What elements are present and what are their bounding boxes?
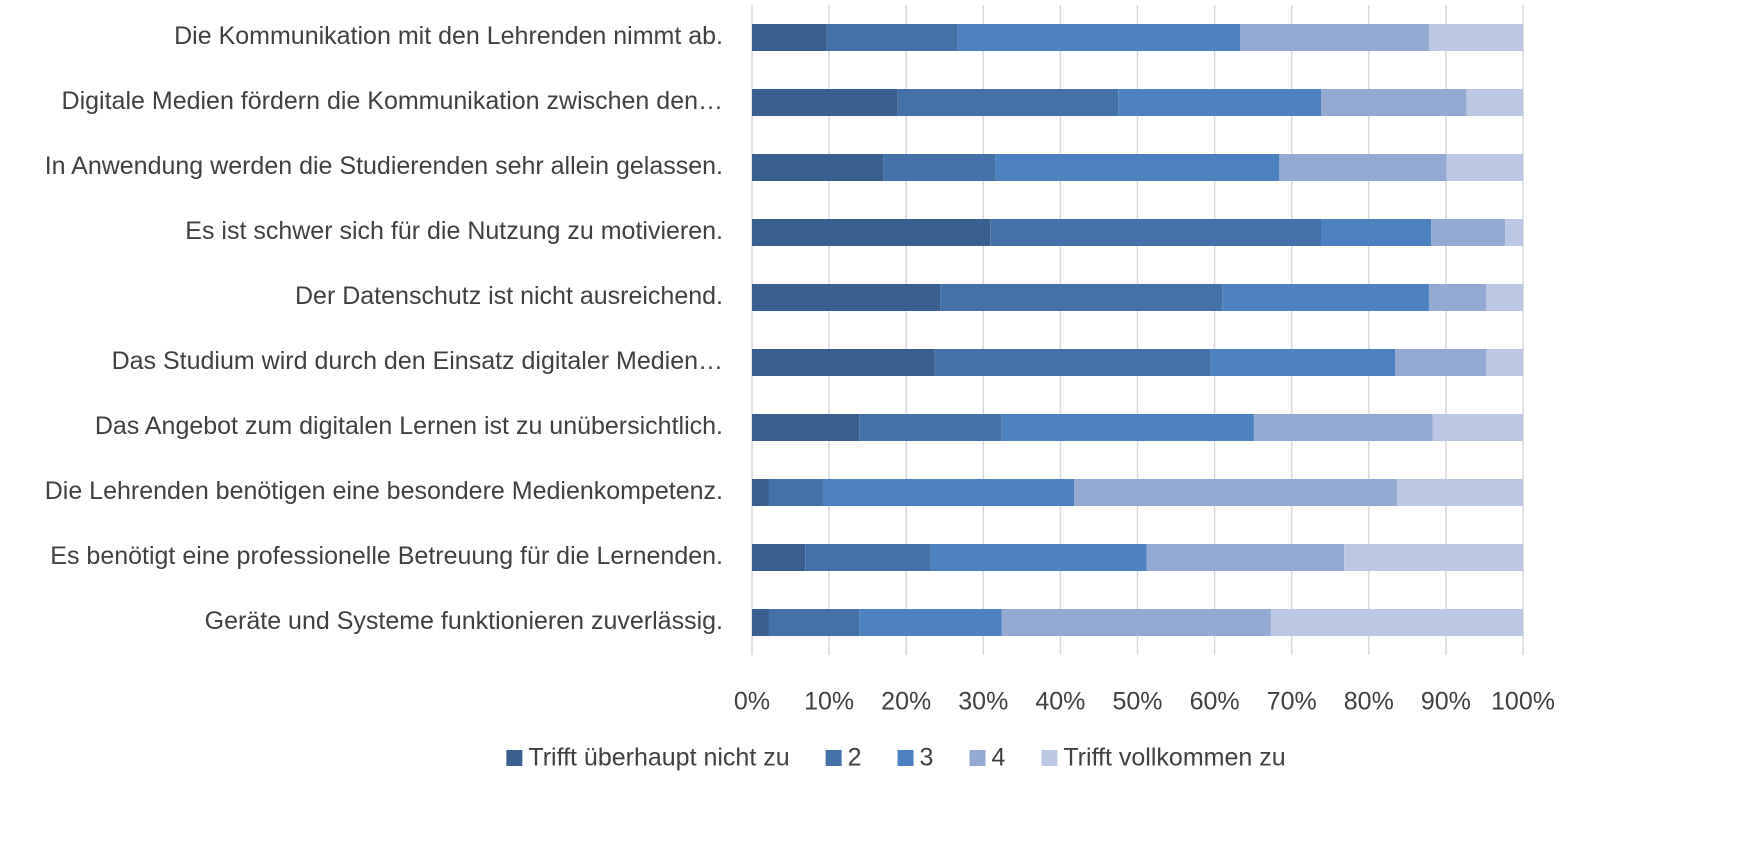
bar-segment bbox=[768, 609, 860, 636]
legend-swatch bbox=[506, 750, 523, 766]
bar-segment bbox=[1146, 544, 1345, 571]
bar-segment bbox=[1485, 284, 1523, 311]
legend-label: Trifft vollkommen zu bbox=[1063, 744, 1285, 772]
x-tick-label: 100% bbox=[1491, 688, 1555, 716]
y-tick-label: Das Angebot zum digitalen Lernen ist zu … bbox=[95, 412, 723, 440]
bar-segment bbox=[1320, 219, 1432, 246]
bar-segment bbox=[1446, 154, 1523, 181]
x-tick-label: 30% bbox=[958, 688, 1008, 716]
y-tick-label: Das Studium wird durch den Einsatz digit… bbox=[112, 347, 723, 375]
bar-segment bbox=[1001, 414, 1254, 441]
y-tick-label: Es ist schwer sich für die Nutzung zu mo… bbox=[185, 217, 723, 245]
bar-segment bbox=[990, 219, 1321, 246]
bar-segment bbox=[1253, 414, 1433, 441]
y-tick-label: Geräte und Systeme funktionieren zuverlä… bbox=[205, 607, 723, 635]
legend-swatch bbox=[1041, 750, 1058, 766]
legend-label: 2 bbox=[848, 744, 862, 772]
y-tick-label: Der Datenschutz ist nicht ausreichend. bbox=[295, 282, 723, 310]
x-tick-label: 40% bbox=[1035, 688, 1085, 716]
bar-segment bbox=[1344, 544, 1523, 571]
x-tick-label: 20% bbox=[881, 688, 931, 716]
bar-segment bbox=[752, 414, 860, 441]
x-tick-label: 80% bbox=[1344, 688, 1394, 716]
bar-segment bbox=[752, 544, 806, 571]
bar-segment bbox=[752, 479, 769, 506]
bar-segment bbox=[883, 154, 996, 181]
y-tick-label: Die Lehrenden benötigen eine besondere M… bbox=[45, 477, 723, 505]
bar-segment bbox=[1505, 219, 1523, 246]
bar-segment bbox=[752, 154, 884, 181]
bar-segment bbox=[1431, 219, 1506, 246]
bar-segment bbox=[934, 349, 1211, 376]
bar-segment bbox=[1240, 24, 1429, 51]
bar-segment bbox=[1428, 24, 1523, 51]
bar-segment bbox=[940, 284, 1223, 311]
bar-segment bbox=[1466, 89, 1523, 116]
bar-segment bbox=[1485, 349, 1523, 376]
bar-segment bbox=[752, 349, 935, 376]
legend-label: 4 bbox=[991, 744, 1005, 772]
x-tick-label: 90% bbox=[1421, 688, 1471, 716]
bar-segment bbox=[752, 284, 941, 311]
y-tick-label: Es benötigt eine professionelle Betreuun… bbox=[50, 542, 723, 570]
bar-segment bbox=[1074, 479, 1398, 506]
bar-segment bbox=[752, 89, 898, 116]
legend-label: Trifft überhaupt nicht zu bbox=[528, 744, 789, 772]
bar-segment bbox=[1397, 479, 1523, 506]
bar-segment bbox=[1222, 284, 1429, 311]
bar-segment bbox=[752, 219, 991, 246]
bar-segment bbox=[752, 609, 769, 636]
bar-segment bbox=[1118, 89, 1321, 116]
x-tick-label: 0% bbox=[734, 688, 770, 716]
x-tick-label: 60% bbox=[1190, 688, 1240, 716]
bar-segment bbox=[859, 414, 1002, 441]
bar-segment bbox=[1210, 349, 1396, 376]
bar-segment bbox=[1270, 609, 1523, 636]
bar-segment bbox=[1395, 349, 1486, 376]
bar-segment bbox=[930, 544, 1147, 571]
bar-segment bbox=[826, 24, 958, 51]
y-tick-label: In Anwendung werden die Studierenden seh… bbox=[45, 152, 723, 180]
y-tick-label: Die Kommunikation mit den Lehrenden nimm… bbox=[174, 22, 723, 50]
legend-label: 3 bbox=[920, 744, 934, 772]
bar-segment bbox=[822, 479, 1075, 506]
bar-segment bbox=[1320, 89, 1467, 116]
bar-segment bbox=[859, 609, 1002, 636]
legend-swatch bbox=[825, 750, 842, 766]
legend-swatch bbox=[897, 750, 914, 766]
y-tick-label: Digitale Medien fördern die Kommunikatio… bbox=[62, 87, 723, 115]
bar-segment bbox=[1279, 154, 1447, 181]
bar-segment bbox=[1432, 414, 1523, 441]
bar-segment bbox=[957, 24, 1241, 51]
legend-swatch bbox=[969, 750, 986, 766]
bar-segment bbox=[805, 544, 931, 571]
bar-segment bbox=[752, 24, 827, 51]
x-tick-label: 50% bbox=[1112, 688, 1162, 716]
bar-segment bbox=[897, 89, 1119, 116]
bar-segment bbox=[768, 479, 823, 506]
bar-segment bbox=[1428, 284, 1486, 311]
x-tick-label: 10% bbox=[804, 688, 854, 716]
x-tick-label: 70% bbox=[1267, 688, 1317, 716]
bar-segment bbox=[995, 154, 1280, 181]
bar-segment bbox=[1001, 609, 1271, 636]
